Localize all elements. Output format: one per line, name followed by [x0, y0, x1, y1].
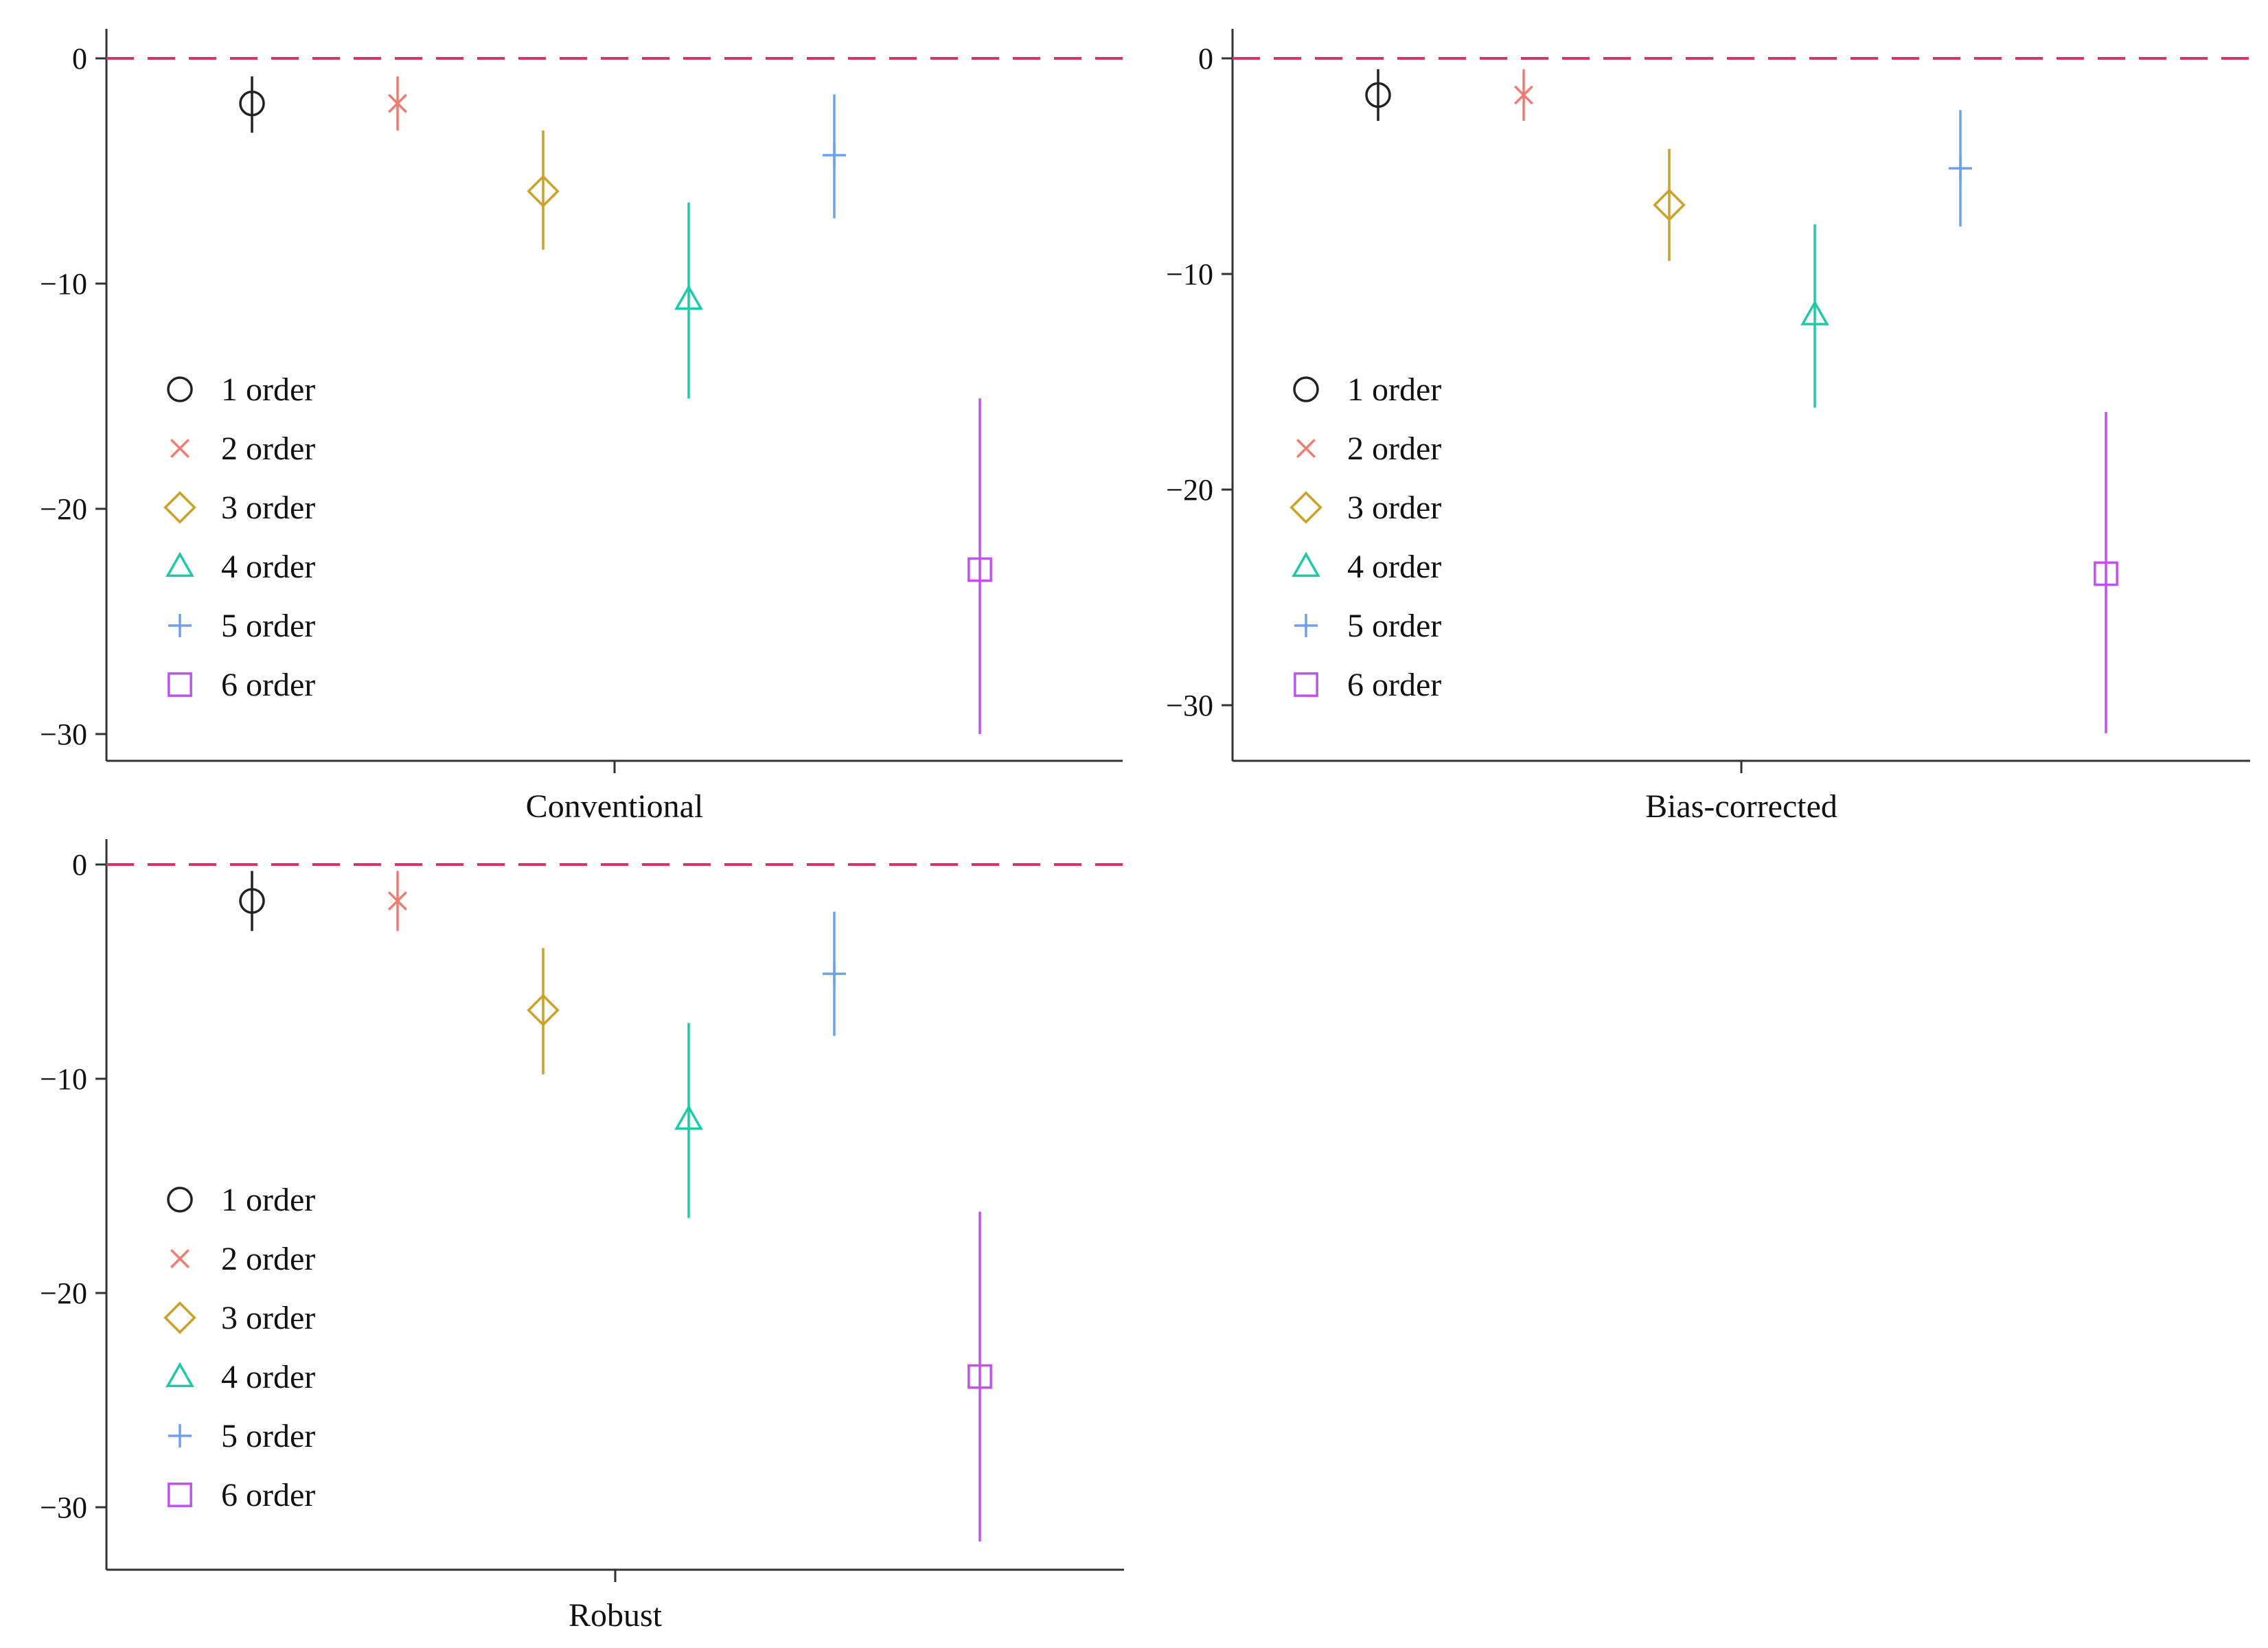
legend-marker-3-order — [163, 491, 196, 524]
legend-marker-6-order — [168, 1483, 192, 1507]
legend-marker-6-order — [168, 672, 192, 697]
x-axis-label: Bias-corrected — [1645, 788, 1837, 825]
y-tick-label: −10 — [40, 267, 87, 301]
legend-label-3-order: 3 order — [1347, 490, 1441, 526]
y-tick-label: 0 — [72, 42, 87, 76]
legend-marker-5-order — [168, 614, 192, 637]
legend-label-6-order: 6 order — [1347, 667, 1441, 703]
legend-label-2-order: 2 order — [221, 431, 315, 467]
point-4-order — [674, 1104, 703, 1130]
point-1-order — [1365, 82, 1391, 108]
series-4-order — [674, 202, 703, 399]
series-3-order — [1653, 148, 1686, 262]
y-tick-label: −20 — [40, 1277, 87, 1310]
legend-marker-2-order — [1296, 439, 1316, 458]
legend-marker-1-order — [1293, 376, 1319, 402]
legend-marker-5-order — [1294, 614, 1318, 637]
x-axis-label: Robust — [569, 1597, 663, 1634]
series-5-order — [1949, 110, 1972, 227]
y-tick-label: −30 — [40, 718, 87, 751]
point-4-order — [674, 284, 703, 310]
point-2-order — [1514, 85, 1533, 105]
legend-label-1-order: 1 order — [221, 1182, 315, 1218]
legend-label-6-order: 6 order — [221, 667, 315, 703]
point-6-order — [2094, 561, 2118, 586]
y-tick-label: −20 — [40, 492, 87, 526]
legend-label-4-order: 4 order — [221, 549, 315, 585]
point-5-order — [1949, 157, 1972, 181]
y-tick-label: −10 — [1166, 258, 1213, 291]
legend-label-4-order: 4 order — [221, 1359, 315, 1395]
legend-marker-2-order — [170, 439, 190, 458]
legend: 1 order 2 order 3 order 4 order 5 order 6 ord… — [163, 1182, 315, 1513]
legend: 1 order 2 order 3 order 4 order 5 order 6 ord… — [1290, 371, 1441, 703]
point-6-order — [967, 557, 992, 582]
legend-label-1-order: 1 order — [1347, 371, 1441, 408]
point-5-order — [823, 144, 846, 168]
panel-conventional: 0 −10 −20 −30 Conventional 1 order 2 order 3 or… — [40, 29, 1125, 825]
legend-marker-5-order — [168, 1424, 192, 1447]
legend-marker-4-order — [1292, 551, 1320, 577]
y-tick-label: −10 — [40, 1062, 87, 1096]
point-3-order — [527, 174, 560, 208]
series-5-order — [823, 94, 846, 218]
series-1-order — [239, 76, 265, 133]
legend: 1 order 2 order 3 order 4 order 5 order 6 ord… — [163, 371, 315, 703]
legend-marker-1-order — [167, 376, 193, 402]
point-5-order — [823, 962, 846, 986]
series-3-order — [527, 948, 560, 1075]
series-6-order — [2094, 411, 2118, 733]
x-axis-label: Conventional — [526, 788, 704, 825]
legend-marker-6-order — [1294, 672, 1318, 697]
panel-bias-corrected: 0 −10 −20 −30 Bias-corrected 1 order 2 order 3 … — [1166, 29, 2253, 825]
legend-label-3-order: 3 order — [221, 1300, 315, 1336]
point-2-order — [388, 891, 407, 911]
series-2-order — [388, 871, 407, 931]
legend-marker-2-order — [170, 1249, 190, 1268]
legend-label-6-order: 6 order — [221, 1477, 315, 1513]
point-1-order — [239, 90, 265, 117]
y-tick-label: −20 — [1166, 473, 1213, 507]
legend-marker-3-order — [163, 1301, 196, 1334]
point-1-order — [239, 888, 265, 914]
y-tick-label: −30 — [1166, 689, 1213, 722]
series-6-order — [967, 1211, 992, 1542]
legend-marker-4-order — [165, 551, 194, 577]
legend-label-5-order: 5 order — [1347, 608, 1441, 644]
legend-marker-1-order — [167, 1187, 193, 1213]
legend-label-2-order: 2 order — [1347, 431, 1441, 467]
point-3-order — [1653, 188, 1686, 222]
legend-label-3-order: 3 order — [221, 490, 315, 526]
point-3-order — [527, 994, 560, 1027]
legend-label-5-order: 5 order — [221, 608, 315, 644]
series-3-order — [527, 130, 560, 250]
point-2-order — [388, 93, 407, 113]
y-tick-label: 0 — [1198, 42, 1213, 76]
panel-robust: 0 −10 −20 −30 Robust 1 order 2 order 3 order 4 o… — [40, 839, 1127, 1634]
series-5-order — [823, 911, 846, 1036]
legend-label-1-order: 1 order — [221, 371, 315, 408]
legend-label-5-order: 5 order — [221, 1418, 315, 1454]
series-6-order — [967, 398, 992, 734]
series-4-order — [1800, 224, 1829, 408]
legend-label-2-order: 2 order — [221, 1241, 315, 1277]
series-2-order — [1514, 69, 1533, 122]
legend-label-4-order: 4 order — [1347, 549, 1441, 585]
series-1-order — [239, 871, 265, 931]
legend-marker-4-order — [165, 1362, 194, 1388]
series-1-order — [1365, 69, 1391, 122]
legend-marker-3-order — [1290, 491, 1322, 524]
point-6-order — [967, 1364, 992, 1389]
series-4-order — [674, 1022, 703, 1218]
y-tick-label: −30 — [40, 1491, 87, 1524]
series-2-order — [388, 76, 407, 130]
point-4-order — [1800, 300, 1829, 325]
y-tick-label: 0 — [72, 848, 87, 882]
